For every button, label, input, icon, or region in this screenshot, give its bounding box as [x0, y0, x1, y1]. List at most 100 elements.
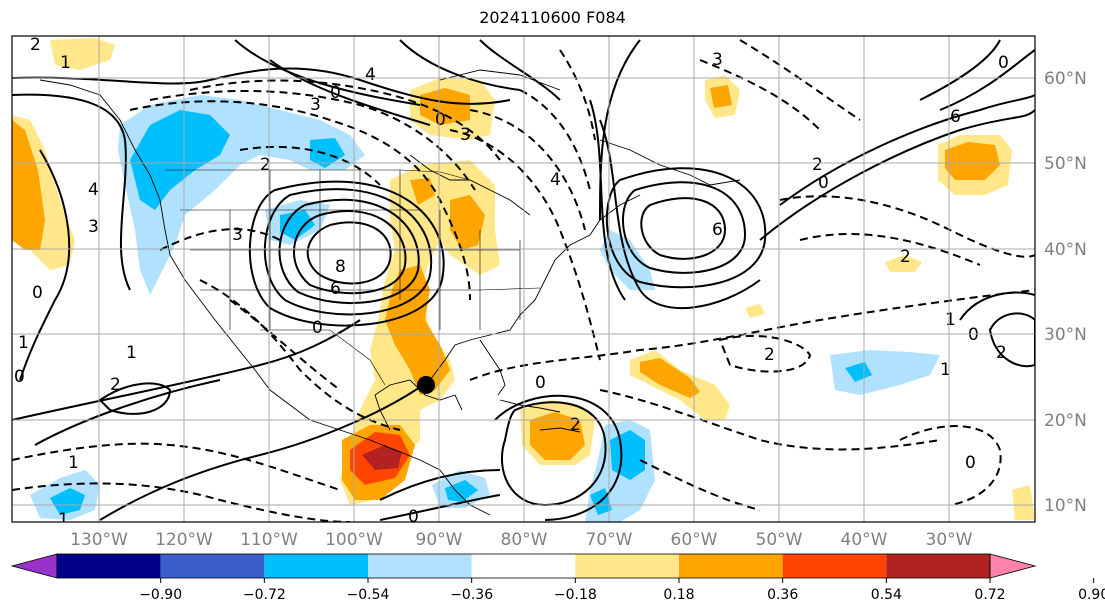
contour-label: 2 [900, 247, 911, 267]
negative-anomaly-blue [280, 210, 315, 240]
colorbar-cell [368, 554, 472, 578]
coastlines [39, 69, 741, 516]
lon-label: 110°W [240, 530, 298, 550]
contour-label: 0 [330, 83, 341, 103]
contour-label: 3 [460, 125, 471, 145]
colorbar-cell [471, 554, 576, 578]
contour-label: 0 [965, 453, 976, 473]
positive-anomaly-orange [945, 142, 1000, 180]
contour-label: 0 [998, 53, 1009, 73]
contours-dashed [12, 39, 1035, 522]
lon-label: 50°W [756, 530, 803, 550]
contour-label: 2 [260, 155, 271, 175]
map-title: 2024110600 F084 [479, 8, 626, 27]
contour-label: 3 [88, 217, 99, 237]
latitude-labels: 60°N 50°N 40°N 30°N 20°N 10°N [1044, 69, 1087, 516]
contour-label: 0 [408, 507, 419, 527]
contour-label: 0 [312, 318, 323, 338]
contour-label-group: 2 1 0 3 0 3 2 4 3 3 0 6 2 0 4 3 8 6 0 1 … [14, 36, 1009, 530]
colorbar-labels: −0.90 −0.72 −0.54 −0.36 −0.18 0.18 0.36 0.54 0.7… [139, 587, 1105, 603]
colorbar-cell [886, 554, 990, 578]
lat-label: 10°N [1044, 496, 1087, 516]
colorbar-cells [10, 553, 1037, 579]
negative-anomaly-blue [50, 488, 85, 515]
lat-label: 20°N [1044, 411, 1087, 431]
contour-label: 6 [330, 279, 341, 299]
colorbar-extend-low [10, 553, 58, 579]
contour-label: 0 [535, 373, 546, 393]
lon-label: 90°W [416, 530, 463, 550]
positive-anomaly-orange [710, 85, 732, 108]
longitude-labels: 130°W 120°W 110°W 100°W 90°W 80°W 70°W 6… [70, 530, 973, 550]
negative-anomaly-lightblue [830, 350, 940, 395]
negative-anomaly-blue [310, 138, 345, 168]
contour-label: 2 [996, 343, 1007, 363]
colorbar-tick-label: 0.18 [663, 587, 694, 603]
positive-anomaly-darkred [362, 445, 402, 470]
contour-label: 0 [32, 283, 43, 303]
contour-label: 1 [18, 333, 29, 353]
contour-label: 4 [550, 170, 561, 190]
lon-label: 120°W [155, 530, 213, 550]
contour-label: 6 [950, 107, 961, 127]
contour-label: 1 [68, 453, 79, 473]
colorbar-cell [575, 554, 679, 578]
negative-anomaly-blue [845, 362, 872, 382]
lon-label: 80°W [501, 530, 548, 550]
positive-anomaly-orange [385, 265, 450, 395]
contour-label: 4 [88, 180, 99, 200]
location-marker [417, 376, 435, 394]
contour-label: 0 [435, 110, 446, 130]
positive-anomaly-orange [640, 358, 700, 398]
colorbar-frame [56, 553, 991, 579]
lon-label: 130°W [70, 530, 128, 550]
contour-label: 1 [945, 310, 956, 330]
lon-label: 100°W [325, 530, 383, 550]
colorbar-tick-label: −0.90 [139, 587, 182, 603]
lon-label: 40°W [841, 530, 888, 550]
contour-label: 2 [110, 375, 121, 395]
lat-label: 50°N [1044, 154, 1087, 174]
colorbar-tick-label: −0.36 [450, 587, 493, 603]
colorbar-extend-high [989, 553, 1037, 579]
positive-anomaly-orange [410, 178, 435, 205]
colorbar-cell [679, 554, 783, 578]
negative-anomaly-blue [610, 430, 645, 480]
contour-label: 0 [14, 367, 25, 387]
contours [12, 39, 1035, 521]
map-frame [11, 35, 1036, 523]
lat-label: 30°N [1044, 325, 1087, 345]
lon-label: 60°W [671, 530, 718, 550]
contour-label: 2 [812, 155, 823, 175]
contour-label: 3 [232, 225, 243, 245]
contour-label: 0 [968, 325, 979, 345]
contour-label: 2 [764, 345, 775, 365]
contour-label: 8 [335, 257, 346, 277]
positive-anomaly-orange [450, 195, 485, 250]
colorbar-cell [57, 554, 161, 578]
political-borders [165, 169, 541, 386]
lon-label: 30°W [926, 530, 973, 550]
colorbar: −0.90 −0.72 −0.54 −0.36 −0.18 0.18 0.36 0.54 0.7… [10, 553, 1105, 603]
colorbar-cell [264, 554, 368, 578]
contour-label: 1 [940, 360, 951, 380]
contour-label: 3 [310, 95, 321, 115]
contour-label: 0 [818, 173, 829, 193]
colorbar-cell [160, 554, 265, 578]
contour-label: 1 [60, 53, 71, 73]
positive-anomaly-yellow [745, 304, 765, 318]
contour-label: 1 [58, 510, 69, 530]
negative-anomaly-blue [130, 110, 230, 210]
colorbar-tick-label: −0.72 [243, 587, 286, 603]
contour-label: 6 [712, 220, 723, 240]
colorbar-tick-label: −0.54 [347, 587, 390, 603]
graticule [12, 36, 1035, 522]
colorbar-tick-label: 0.36 [767, 587, 798, 603]
contour-label: 4 [365, 65, 376, 85]
positive-anomaly-orange [530, 412, 585, 460]
contour-label: 1 [126, 343, 137, 363]
colorbar-tick-label: 0.72 [974, 587, 1005, 603]
lat-label: 40°N [1044, 240, 1087, 260]
positive-anomaly-orange [420, 88, 470, 125]
